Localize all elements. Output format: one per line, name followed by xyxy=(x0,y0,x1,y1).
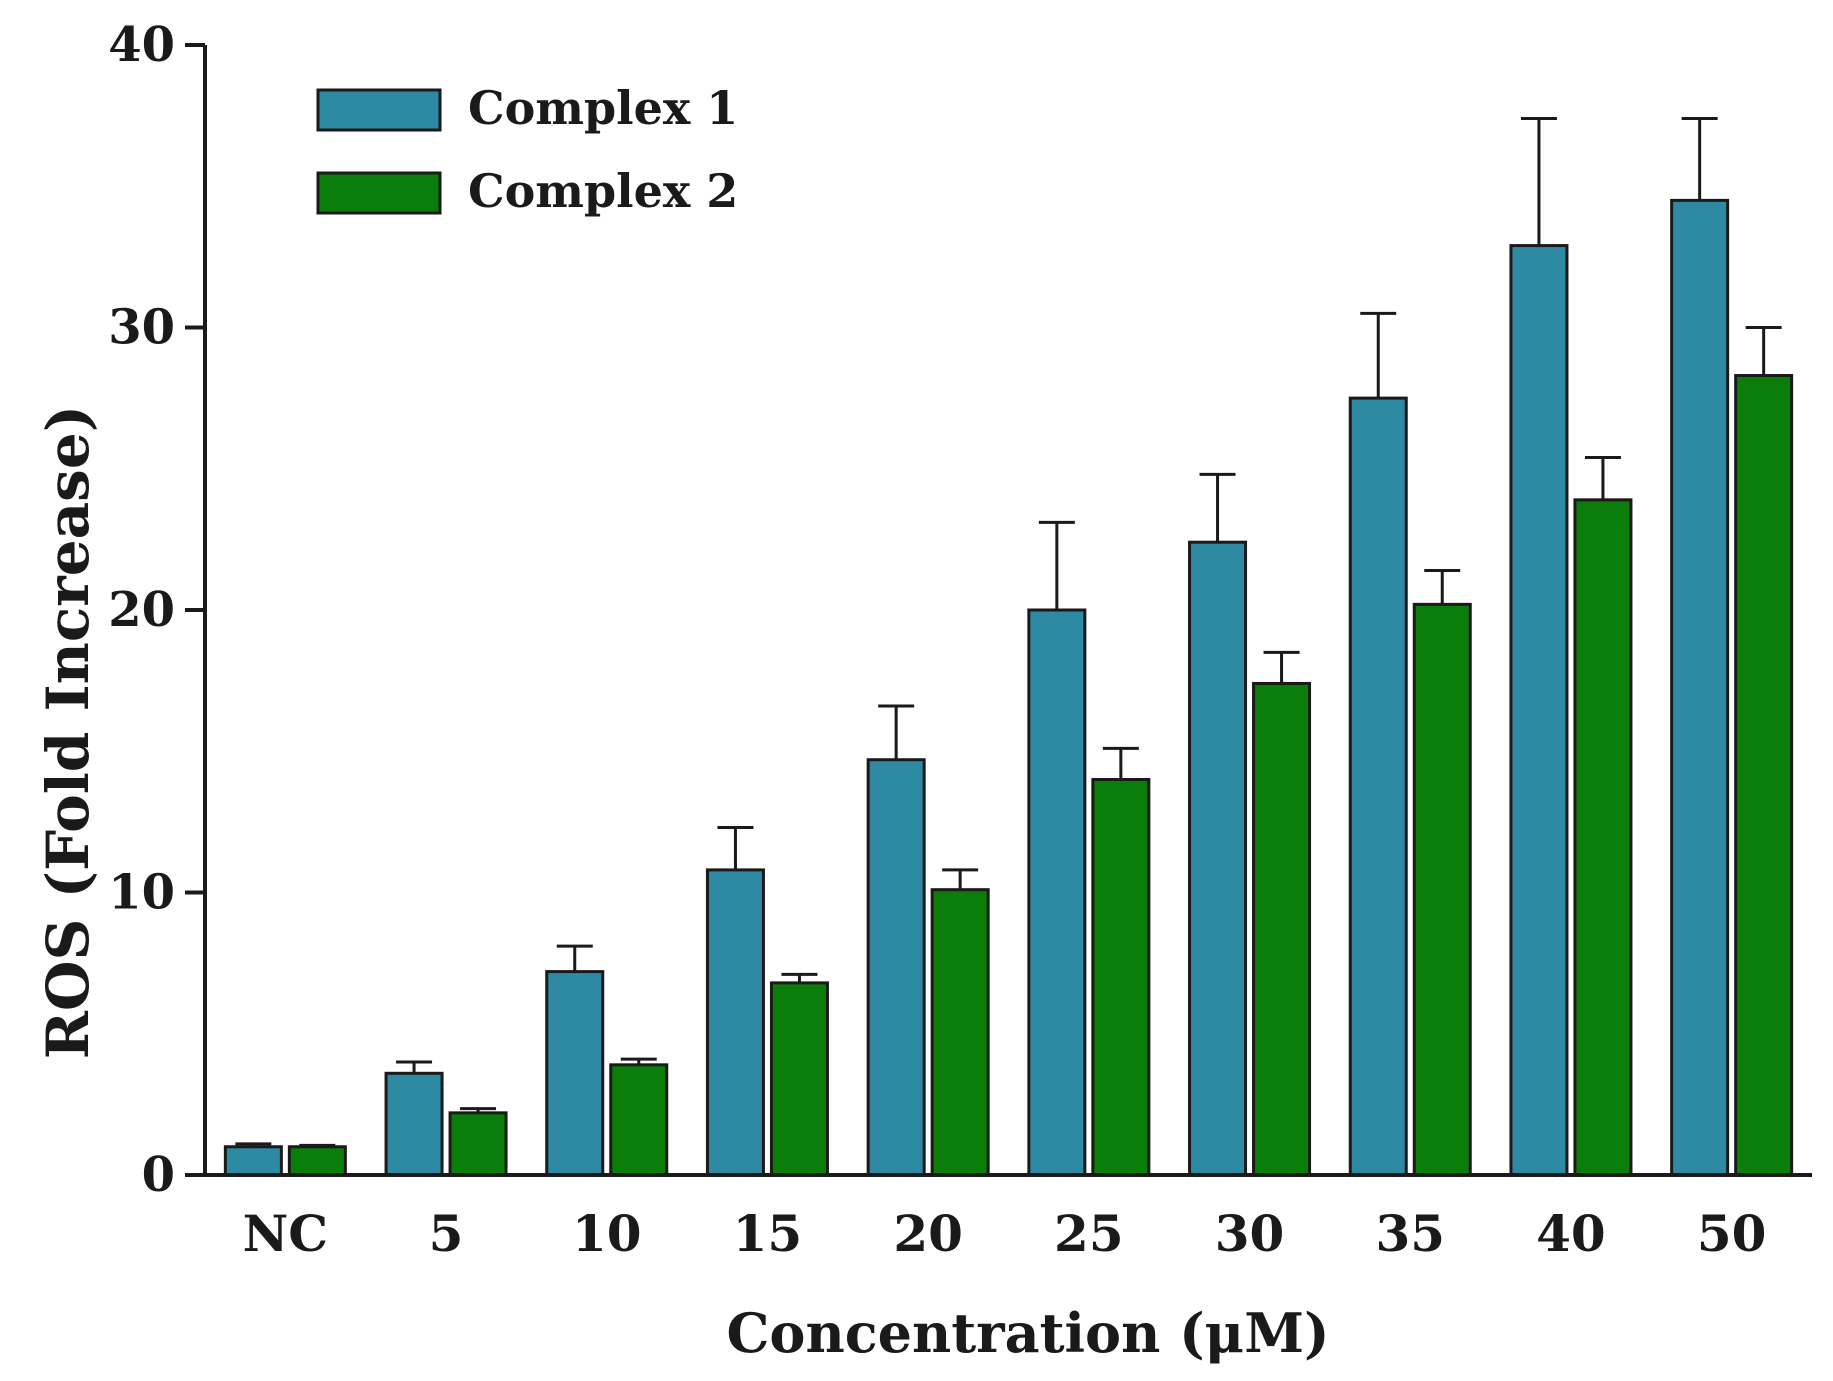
legend-label-complex-1: Complex 1 xyxy=(468,81,738,135)
error-bar-complex-2-50 xyxy=(1745,326,1782,376)
x-tick-label-nc: NC xyxy=(243,1204,329,1263)
bar-complex-1-20 xyxy=(866,758,926,1177)
error-bar-complex-2-15 xyxy=(781,972,818,983)
legend-swatch-complex-1 xyxy=(316,88,442,132)
x-tick-label-20: 20 xyxy=(893,1204,963,1263)
error-bar-complex-1-nc xyxy=(235,1142,272,1147)
bars-layer xyxy=(223,198,1794,1177)
bar-complex-2-20 xyxy=(930,888,990,1177)
bar-complex-1-5 xyxy=(384,1071,444,1177)
error-bar-complex-2-25 xyxy=(1102,746,1139,780)
bar-complex-1-30 xyxy=(1188,540,1248,1177)
error-bar-complex-1-30 xyxy=(1199,472,1236,543)
bar-complex-2-40 xyxy=(1573,498,1633,1177)
y-tick-label-40: 40 xyxy=(108,17,175,73)
bar-complex-2-nc xyxy=(287,1145,347,1177)
error-bar-complex-2-40 xyxy=(1584,455,1621,500)
legend-label-complex-2: Complex 2 xyxy=(468,164,738,218)
y-tick-label-0: 0 xyxy=(142,1147,175,1203)
x-tick-label-35: 35 xyxy=(1375,1204,1445,1263)
error-bar-complex-1-10 xyxy=(556,944,593,972)
x-tick-label-30: 30 xyxy=(1215,1204,1285,1263)
x-tick-label-10: 10 xyxy=(572,1204,642,1263)
error-bar-complex-2-20 xyxy=(942,868,979,890)
x-tick-label-25: 25 xyxy=(1054,1204,1124,1263)
error-bar-complex-1-50 xyxy=(1681,116,1718,201)
bar-complex-1-10 xyxy=(545,970,605,1177)
error-bar-complex-1-5 xyxy=(396,1060,433,1074)
bar-complex-1-50 xyxy=(1670,198,1730,1177)
y-tick-label-20: 20 xyxy=(108,582,175,638)
bar-complex-1-25 xyxy=(1027,608,1087,1177)
y-axis-label: ROS (Fold Increase) xyxy=(34,405,102,1059)
bar-complex-1-35 xyxy=(1348,396,1408,1177)
bar-complex-1-nc xyxy=(223,1145,283,1177)
error-bar-complex-1-20 xyxy=(878,704,915,760)
bar-complex-2-30 xyxy=(1252,681,1312,1177)
bar-complex-2-5 xyxy=(448,1111,508,1177)
y-tick-label-10: 10 xyxy=(108,865,175,921)
bar-complex-1-40 xyxy=(1509,244,1569,1177)
bar-complex-1-15 xyxy=(705,868,765,1177)
x-tick-label-50: 50 xyxy=(1697,1204,1767,1263)
bar-complex-2-25 xyxy=(1091,778,1151,1177)
error-bar-complex-2-10 xyxy=(620,1057,657,1065)
error-bar-complex-2-nc xyxy=(299,1143,336,1147)
error-bars-layer xyxy=(235,116,1782,1147)
legend-swatch-complex-2 xyxy=(316,171,442,215)
error-bar-complex-1-15 xyxy=(717,826,754,870)
x-tick-label-40: 40 xyxy=(1536,1204,1606,1263)
bar-complex-2-10 xyxy=(609,1063,669,1177)
x-tick-label-5: 5 xyxy=(429,1204,464,1263)
plot-area: NC 5 10 15 20 25 30 35 40 50 0 10 20 30 40 xyxy=(108,17,1812,1263)
bar-complex-2-50 xyxy=(1734,374,1794,1177)
bar-complex-2-15 xyxy=(769,981,829,1177)
error-bar-complex-1-35 xyxy=(1360,311,1397,399)
error-bar-complex-1-40 xyxy=(1520,116,1557,246)
x-axis-label: Concentration (μM) xyxy=(726,1301,1329,1365)
error-bar-complex-2-35 xyxy=(1424,568,1461,605)
legend: Complex 1 Complex 2 xyxy=(316,81,738,218)
bar-complex-2-35 xyxy=(1412,602,1472,1177)
error-bar-complex-2-30 xyxy=(1263,650,1300,684)
error-bar-complex-2-5 xyxy=(460,1107,497,1113)
axes-layer: NC 5 10 15 20 25 30 35 40 50 0 10 20 30 40 xyxy=(108,17,1812,1263)
x-tick-label-15: 15 xyxy=(733,1204,803,1263)
error-bar-complex-1-25 xyxy=(1038,520,1075,610)
y-tick-label-30: 30 xyxy=(108,300,175,356)
